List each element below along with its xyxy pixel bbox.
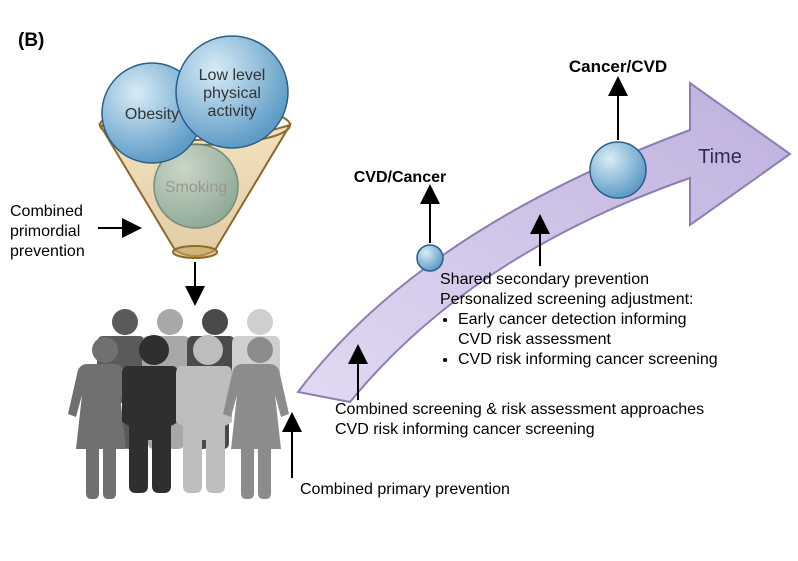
event1-group: CVD/Cancer [354,169,446,271]
event1-ball [417,245,443,271]
svg-text:physical: physical [203,85,261,102]
activity-ball: Low level physical activity [176,36,288,148]
primary-prevention-label: Combined primary prevention [300,480,510,500]
secondary-prevention-text: Shared secondary prevention Personalized… [440,270,790,370]
event2-title: Cancer/CVD [569,57,667,76]
svg-text:activity: activity [208,103,257,120]
screening-text: Combined screening & risk assessment app… [335,400,785,440]
event2-ball [590,142,646,198]
svg-text:Low level: Low level [199,67,266,84]
event1-title: CVD/Cancer [354,169,446,186]
population-icon [68,309,289,499]
svg-text:Smoking: Smoking [165,179,227,196]
time-label: Time [698,146,742,168]
svg-text:Obesity: Obesity [125,106,179,123]
primordial-label: Combined primordial prevention [10,202,85,262]
